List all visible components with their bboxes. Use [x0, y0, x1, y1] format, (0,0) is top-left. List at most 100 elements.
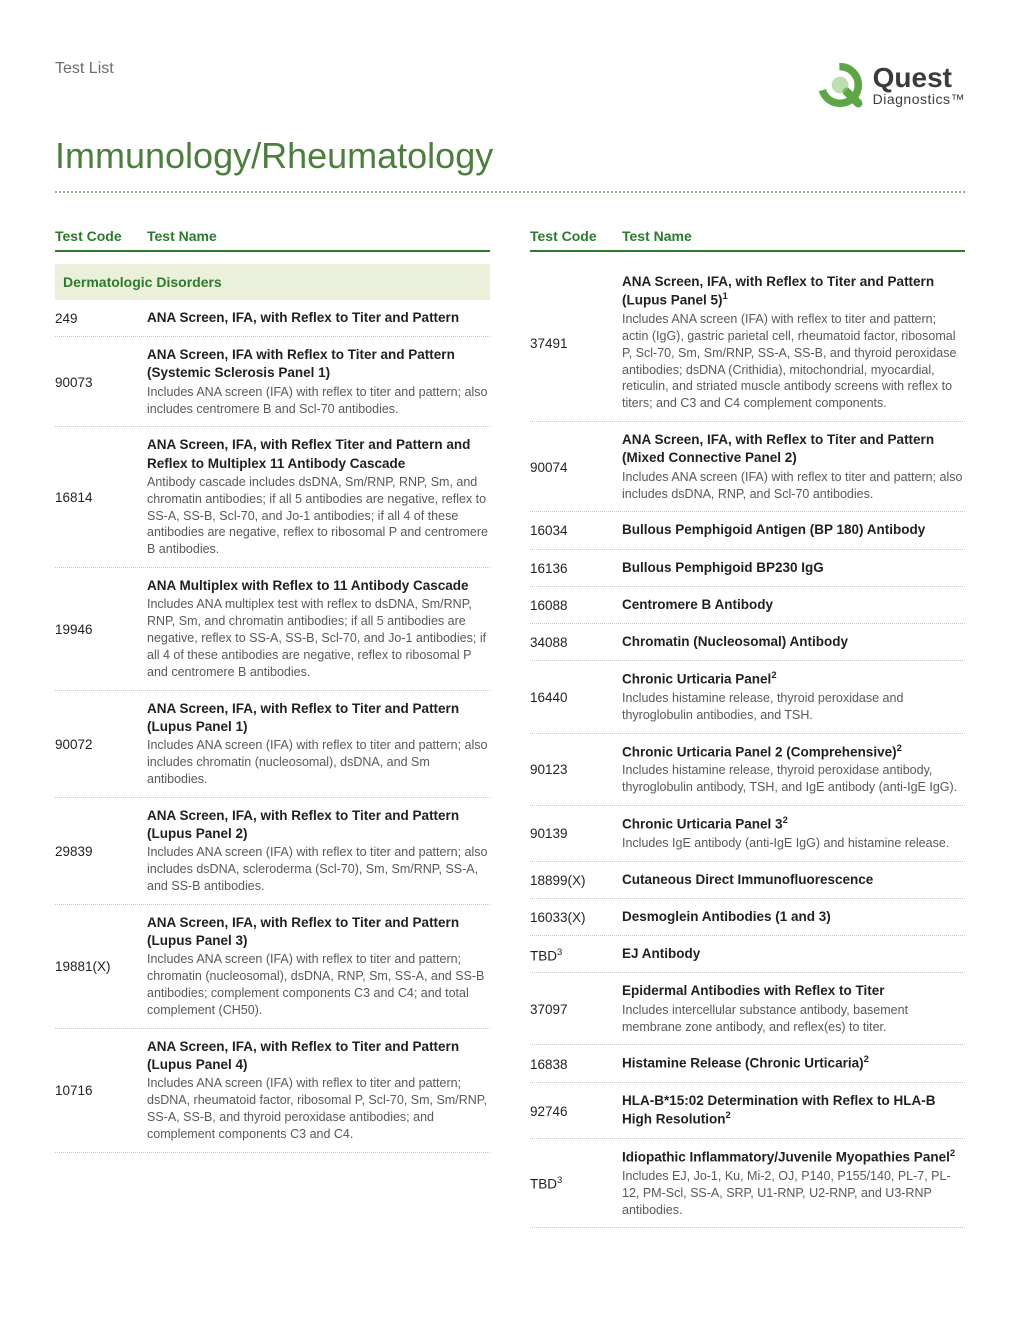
- table-row: 90073ANA Screen, IFA with Reflex to Tite…: [55, 337, 490, 427]
- col-header-code: Test Code: [55, 228, 147, 244]
- test-code: 90123: [530, 761, 622, 777]
- test-name: ANA Screen, IFA, with Reflex to Titer an…: [147, 807, 490, 843]
- test-code: 37097: [530, 1001, 622, 1017]
- col-header-name: Test Name: [147, 228, 217, 244]
- test-name-cell: Chromatin (Nucleosomal) Antibody: [622, 633, 965, 651]
- quest-logo: Quest Diagnostics™: [815, 60, 965, 110]
- test-description: Includes ANA screen (IFA) with reflex to…: [622, 311, 965, 412]
- test-name: ANA Screen, IFA, with Reflex to Titer an…: [147, 914, 490, 950]
- test-description: Antibody cascade includes dsDNA, Sm/RNP,…: [147, 474, 490, 558]
- test-code: 249: [55, 310, 147, 326]
- table-row: 90139Chronic Urticaria Panel 32Includes …: [530, 806, 965, 862]
- table-row: 16838Histamine Release (Chronic Urticari…: [530, 1045, 965, 1083]
- test-description: Includes histamine release, thyroid pero…: [622, 690, 965, 724]
- right-column: Test Code Test Name 37491 ANA Screen, IFA…: [530, 228, 965, 1228]
- test-description: Includes intercellular substance antibod…: [622, 1002, 965, 1036]
- test-name-cell: Chronic Urticaria Panel 2 (Comprehensive…: [622, 743, 965, 796]
- test-code: 34088: [530, 634, 622, 650]
- table-row: TBD3EJ Antibody: [530, 936, 965, 973]
- test-code: 29839: [55, 843, 147, 859]
- content-columns: Test Code Test Name Dermatologic Disorde…: [55, 228, 965, 1228]
- table-row: 18899(X)Cutaneous Direct Immunofluoresce…: [530, 862, 965, 899]
- left-table-header: Test Code Test Name: [55, 228, 490, 252]
- test-name: ANA Screen, IFA, with Reflex to Titer an…: [147, 309, 490, 327]
- test-description: Includes EJ, Jo-1, Ku, Mi-2, OJ, P140, P…: [622, 1168, 965, 1219]
- test-name-cell: ANA Multiplex with Reflex to 11 Antibody…: [147, 577, 490, 681]
- table-row: 16136Bullous Pemphigoid BP230 IgG: [530, 550, 965, 587]
- test-name: Bullous Pemphigoid Antigen (BP 180) Anti…: [622, 521, 965, 539]
- table-row: 29839ANA Screen, IFA, with Reflex to Tit…: [55, 798, 490, 905]
- table-row: 37491 ANA Screen, IFA, with Reflex to Tit…: [530, 264, 965, 422]
- test-name: ANA Screen, IFA, with Reflex Titer and P…: [147, 436, 490, 472]
- test-name-cell: Epidermal Antibodies with Reflex to Tite…: [622, 982, 965, 1035]
- test-description: Includes ANA screen (IFA) with reflex to…: [147, 384, 490, 418]
- test-code: 18899(X): [530, 872, 622, 888]
- test-code: 90074: [530, 459, 622, 475]
- test-code: 16136: [530, 560, 622, 576]
- test-description: Includes histamine release, thyroid pero…: [622, 762, 965, 796]
- table-row: TBD3Idiopathic Inflammatory/Juvenile Myo…: [530, 1139, 965, 1228]
- test-name-cell: ANA Screen, IFA, with Reflex to Titer an…: [147, 700, 490, 788]
- page-header: Test List Quest Diagnostics™: [55, 60, 965, 110]
- test-name-cell: Chronic Urticaria Panel2Includes histami…: [622, 670, 965, 723]
- test-name-cell: ANA Screen, IFA, with Reflex to Titer an…: [147, 1038, 490, 1143]
- test-description: Includes ANA screen (IFA) with reflex to…: [147, 1075, 490, 1143]
- test-name-cell: ANA Screen, IFA, with Reflex Titer and P…: [147, 436, 490, 558]
- test-code: 90073: [55, 374, 147, 390]
- table-row: 37097Epidermal Antibodies with Reflex to…: [530, 973, 965, 1045]
- test-code: 16033(X): [530, 909, 622, 925]
- table-row: 92746HLA-B*15:02 Determination with Refl…: [530, 1083, 965, 1139]
- right-rows-container: 37491 ANA Screen, IFA, with Reflex to Tit…: [530, 264, 965, 1228]
- test-description: Includes ANA screen (IFA) with reflex to…: [622, 469, 965, 503]
- test-name: ANA Multiplex with Reflex to 11 Antibody…: [147, 577, 490, 595]
- logo-main-text: Quest: [873, 64, 965, 92]
- test-name: Chronic Urticaria Panel 2 (Comprehensive…: [622, 743, 965, 762]
- test-name-cell: Histamine Release (Chronic Urticaria)2: [622, 1054, 965, 1073]
- test-code: TBD3: [530, 946, 622, 964]
- table-row: 16440Chronic Urticaria Panel2Includes hi…: [530, 661, 965, 733]
- test-name: Centromere B Antibody: [622, 596, 965, 614]
- table-row: 16088Centromere B Antibody: [530, 587, 965, 624]
- table-row: 90123Chronic Urticaria Panel 2 (Comprehe…: [530, 734, 965, 806]
- test-description: Includes ANA multiplex test with reflex …: [147, 596, 490, 680]
- col-header-name: Test Name: [622, 228, 692, 244]
- test-name: Chromatin (Nucleosomal) Antibody: [622, 633, 965, 651]
- test-name-cell: ANA Screen, IFA, with Reflex to Titer an…: [622, 431, 965, 502]
- left-column: Test Code Test Name Dermatologic Disorde…: [55, 228, 490, 1228]
- test-name: Desmoglein Antibodies (1 and 3): [622, 908, 965, 926]
- test-code: 92746: [530, 1103, 622, 1119]
- test-name: Chronic Urticaria Panel 32: [622, 815, 965, 834]
- test-code: 16088: [530, 597, 622, 613]
- test-name-cell: ANA Screen, IFA, with Reflex to Titer an…: [622, 273, 965, 412]
- test-name: ANA Screen, IFA, with Reflex to Titer an…: [147, 700, 490, 736]
- left-rows-container: 249ANA Screen, IFA, with Reflex to Titer…: [55, 300, 490, 1153]
- test-name-cell: Chronic Urticaria Panel 32Includes IgE a…: [622, 815, 965, 852]
- test-code: 16838: [530, 1056, 622, 1072]
- test-code: 37491: [530, 335, 622, 351]
- logo-sub-text: Diagnostics™: [873, 92, 965, 106]
- test-name: ANA Screen, IFA, with Reflex to Titer an…: [622, 273, 965, 310]
- test-list-label: Test List: [55, 60, 114, 78]
- test-code: 16034: [530, 522, 622, 538]
- table-row: 16814 ANA Screen, IFA, with Reflex Titer …: [55, 427, 490, 568]
- table-row: 90072ANA Screen, IFA, with Reflex to Tit…: [55, 691, 490, 798]
- test-code: 19946: [55, 621, 147, 637]
- test-code: 16814: [55, 489, 147, 505]
- test-description: Includes ANA screen (IFA) with reflex to…: [147, 951, 490, 1019]
- test-description: Includes ANA screen (IFA) with reflex to…: [147, 844, 490, 895]
- test-name-cell: Bullous Pemphigoid BP230 IgG: [622, 559, 965, 577]
- test-description: Includes ANA screen (IFA) with reflex to…: [147, 737, 490, 788]
- table-row: 16034Bullous Pemphigoid Antigen (BP 180)…: [530, 512, 965, 549]
- test-name-cell: Idiopathic Inflammatory/Juvenile Myopath…: [622, 1148, 965, 1218]
- dotted-divider: [55, 191, 965, 193]
- col-header-code: Test Code: [530, 228, 622, 244]
- test-name-cell: ANA Screen, IFA with Reflex to Titer and…: [147, 346, 490, 417]
- page-title: Immunology/Rheumatology: [55, 135, 965, 177]
- test-name-cell: Desmoglein Antibodies (1 and 3): [622, 908, 965, 926]
- table-row: 19946 ANA Multiplex with Reflex to 11 Ant…: [55, 568, 490, 691]
- test-name: Chronic Urticaria Panel2: [622, 670, 965, 689]
- test-name-cell: Bullous Pemphigoid Antigen (BP 180) Anti…: [622, 521, 965, 539]
- test-code: TBD3: [530, 1174, 622, 1192]
- section-dermatologic: Dermatologic Disorders: [55, 264, 490, 300]
- table-row: 16033(X)Desmoglein Antibodies (1 and 3): [530, 899, 965, 936]
